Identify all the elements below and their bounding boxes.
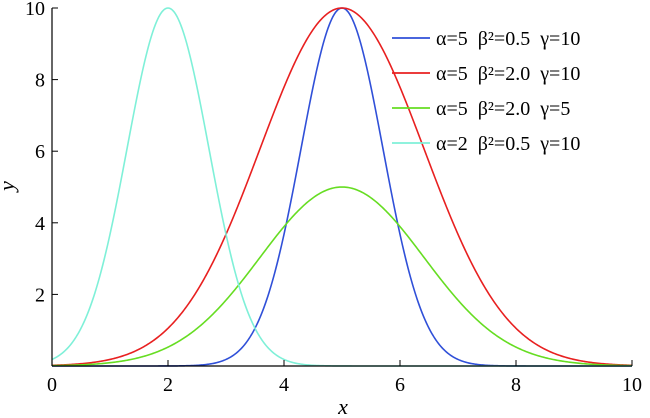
y-tick-label: 10 [25, 0, 45, 20]
axes [51, 8, 632, 367]
x-tick-label: 8 [511, 374, 521, 396]
y-tick-label: 4 [35, 213, 45, 235]
x-tick-label: 6 [395, 374, 405, 396]
y-tick-label: 8 [35, 70, 45, 92]
x-tick-label: 2 [163, 374, 173, 396]
x-axis-label: x [337, 394, 348, 418]
y-tick-label: 2 [35, 284, 45, 306]
x-tick-label: 10 [622, 374, 642, 396]
legend-label-4: α=2 β²=0.5 γ=10 [436, 133, 580, 155]
y-tick-label: 6 [35, 141, 45, 163]
curves [51, 7, 633, 367]
legend-label-2: α=5 β²=2.0 γ=10 [436, 63, 580, 85]
legend: α=5 β²=0.5 γ=10 α=5 β²=2.0 γ=10 α=5 β²=2.0… [392, 28, 580, 155]
x-tick-label: 4 [279, 374, 289, 396]
ticks: 0 2 4 6 8 10 2 4 6 8 10 [25, 0, 642, 396]
series-line-3 [51, 186, 633, 367]
y-axis-label: y [0, 181, 19, 193]
x-tick-label: 0 [47, 374, 57, 396]
legend-label-1: α=5 β²=0.5 γ=10 [436, 28, 580, 50]
series-line-2 [51, 7, 633, 367]
legend-label-3: α=5 β²=2.0 γ=5 [436, 98, 570, 120]
